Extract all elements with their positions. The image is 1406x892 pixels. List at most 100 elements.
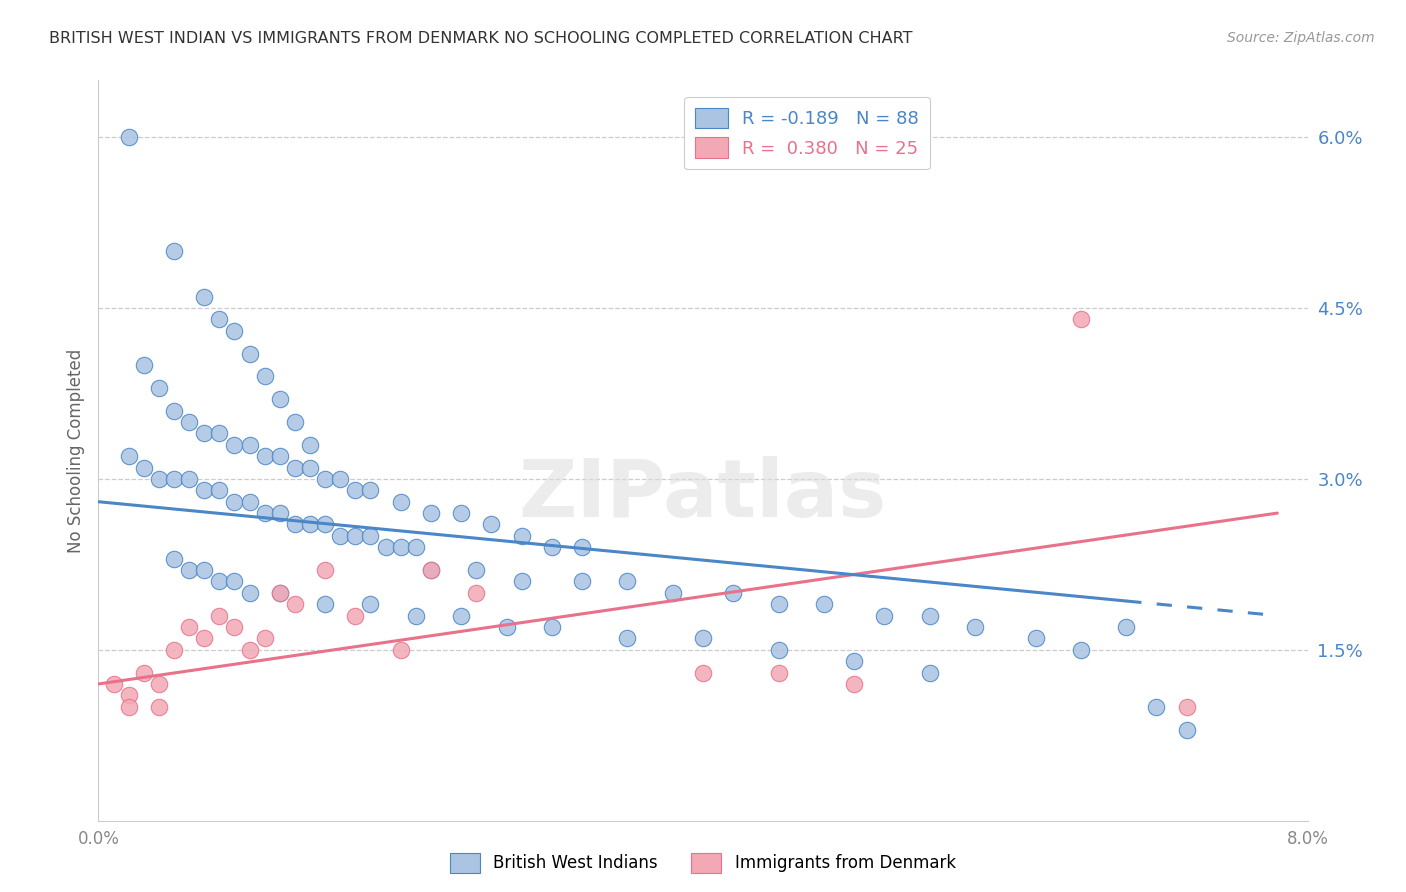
Point (768, 665, 790, 680)
Point (299, 438, 322, 452)
Point (163, 403, 186, 417)
Point (239, 438, 262, 452)
Point (329, 472, 352, 486)
Point (1070, 642, 1092, 657)
Point (420, 563, 443, 577)
Y-axis label: No Schooling Completed: No Schooling Completed (66, 349, 84, 552)
Point (465, 563, 488, 577)
Point (1175, 699, 1198, 714)
Point (314, 563, 336, 577)
Point (405, 541, 427, 555)
Point (224, 620, 246, 634)
Legend: British West Indians, Immigrants from Denmark: British West Indians, Immigrants from De… (443, 847, 963, 880)
Point (208, 312, 231, 326)
Point (239, 586, 262, 600)
Point (163, 244, 186, 259)
Point (389, 494, 412, 508)
Point (253, 449, 276, 463)
Point (179, 472, 201, 486)
Point (284, 415, 307, 429)
Point (540, 620, 562, 634)
Point (148, 381, 170, 395)
Point (179, 620, 201, 634)
Point (465, 586, 488, 600)
Point (132, 460, 155, 475)
Point (768, 597, 790, 611)
Point (571, 574, 593, 589)
Point (1115, 620, 1137, 634)
Point (284, 460, 307, 475)
Point (208, 483, 231, 498)
Point (918, 665, 941, 680)
Point (844, 654, 866, 668)
Point (314, 517, 336, 532)
Point (450, 506, 472, 520)
Point (374, 541, 396, 555)
Point (284, 517, 307, 532)
Point (723, 586, 745, 600)
Point (768, 642, 790, 657)
Point (269, 586, 291, 600)
Point (299, 460, 322, 475)
Point (148, 699, 170, 714)
Point (103, 677, 125, 691)
Point (284, 597, 307, 611)
Point (1146, 699, 1168, 714)
Point (193, 290, 215, 304)
Point (163, 472, 186, 486)
Point (314, 597, 336, 611)
Point (148, 472, 170, 486)
Point (208, 426, 231, 441)
Point (208, 574, 231, 589)
Point (692, 632, 714, 646)
Point (360, 529, 382, 543)
Point (329, 529, 352, 543)
Point (510, 574, 533, 589)
Point (844, 677, 866, 691)
Point (224, 438, 246, 452)
Point (692, 665, 714, 680)
Point (1070, 312, 1092, 326)
Point (540, 541, 562, 555)
Point (224, 494, 246, 508)
Point (344, 483, 367, 498)
Point (224, 574, 246, 589)
Point (179, 563, 201, 577)
Point (1175, 723, 1198, 737)
Point (224, 324, 246, 338)
Point (661, 586, 683, 600)
Point (163, 642, 186, 657)
Point (132, 665, 155, 680)
Point (495, 620, 517, 634)
Point (481, 517, 503, 532)
Point (616, 574, 638, 589)
Point (208, 608, 231, 623)
Legend: R = -0.189   N = 88, R =  0.380   N = 25: R = -0.189 N = 88, R = 0.380 N = 25 (685, 96, 929, 169)
Point (269, 506, 291, 520)
Text: ZIPatlas: ZIPatlas (519, 456, 887, 534)
Point (148, 677, 170, 691)
Point (163, 551, 186, 566)
Point (299, 517, 322, 532)
Point (118, 130, 141, 145)
Point (344, 608, 367, 623)
Point (239, 642, 262, 657)
Point (118, 699, 141, 714)
Point (179, 415, 201, 429)
Point (616, 632, 638, 646)
Point (269, 586, 291, 600)
Point (389, 642, 412, 657)
Point (1025, 632, 1047, 646)
Point (118, 689, 141, 703)
Point (132, 358, 155, 372)
Point (571, 541, 593, 555)
Point (193, 563, 215, 577)
Point (269, 449, 291, 463)
Point (239, 346, 262, 360)
Point (253, 369, 276, 384)
Point (193, 632, 215, 646)
Point (405, 608, 427, 623)
Point (239, 494, 262, 508)
Point (118, 449, 141, 463)
Point (873, 608, 896, 623)
